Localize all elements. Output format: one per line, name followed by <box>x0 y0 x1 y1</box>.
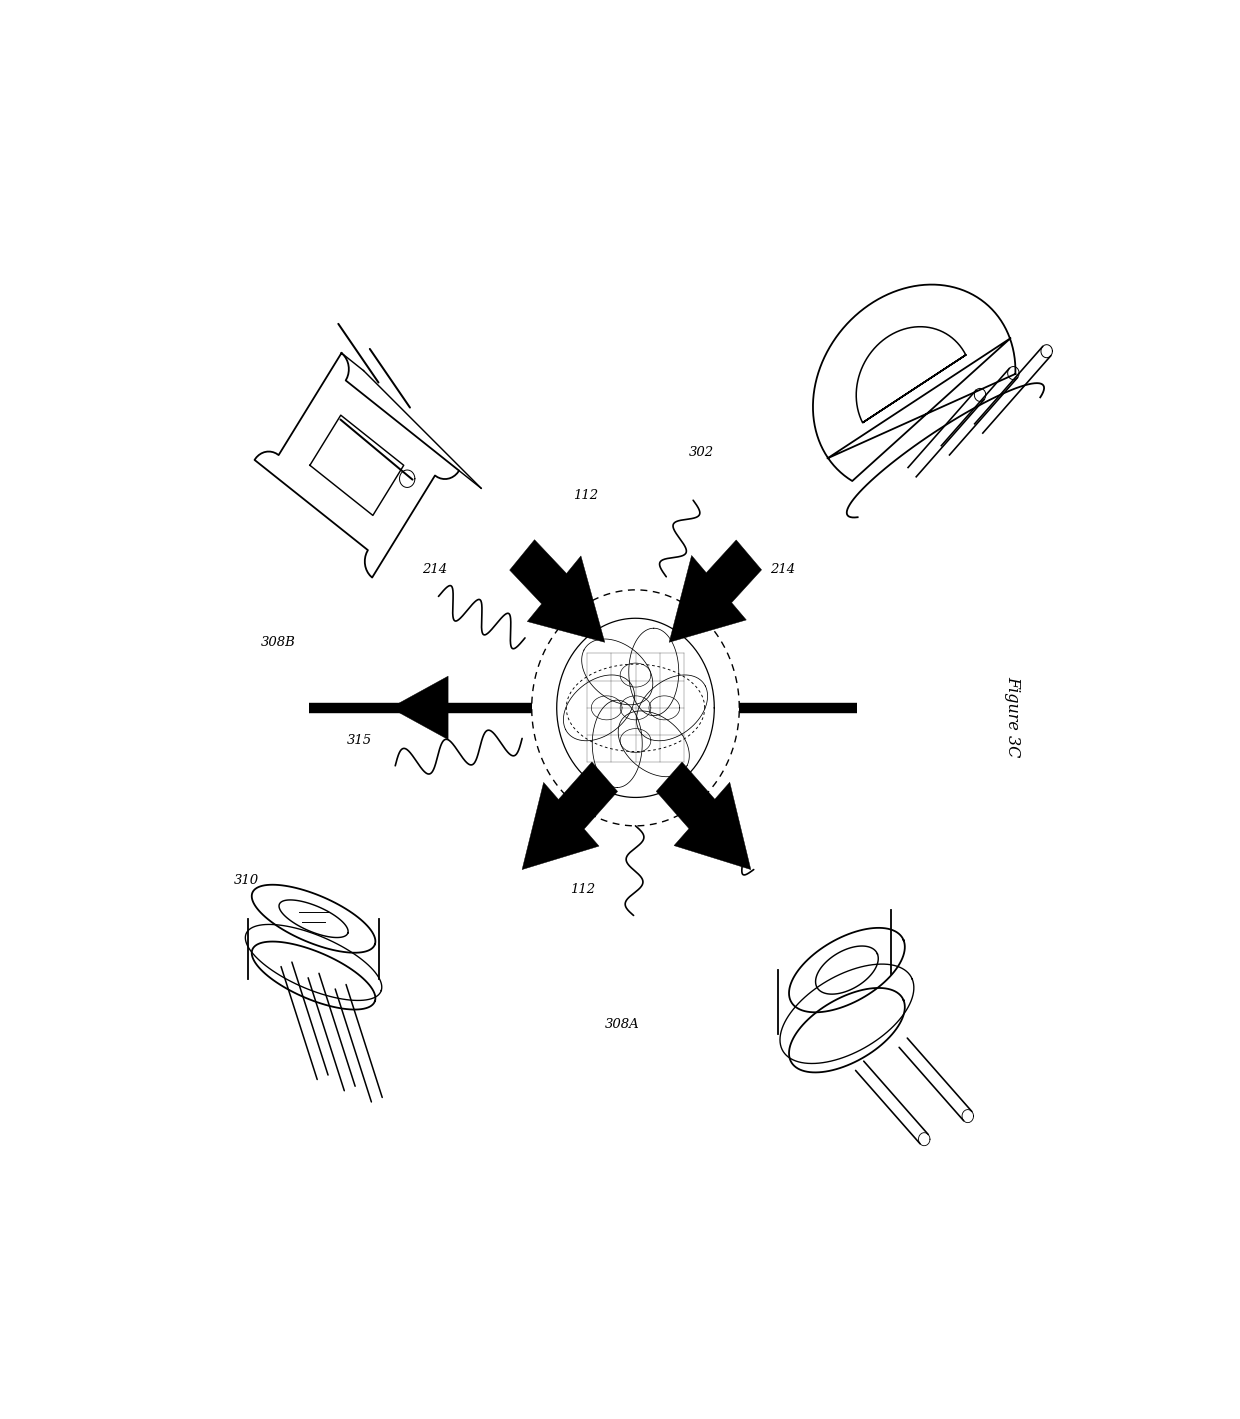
Text: 214: 214 <box>422 562 448 576</box>
Text: 308B: 308B <box>260 636 295 648</box>
Polygon shape <box>656 762 751 870</box>
Polygon shape <box>670 541 761 643</box>
Text: Figure 3C: Figure 3C <box>1004 675 1022 758</box>
Polygon shape <box>391 677 448 739</box>
Text: 308A: 308A <box>605 1019 640 1032</box>
Text: 315: 315 <box>347 734 372 748</box>
Polygon shape <box>510 539 605 643</box>
Text: 214: 214 <box>770 562 795 576</box>
Text: 302: 302 <box>688 446 713 458</box>
Polygon shape <box>522 762 618 870</box>
Text: 112: 112 <box>573 490 598 502</box>
Text: 310: 310 <box>234 874 259 887</box>
Text: 112: 112 <box>570 883 595 895</box>
